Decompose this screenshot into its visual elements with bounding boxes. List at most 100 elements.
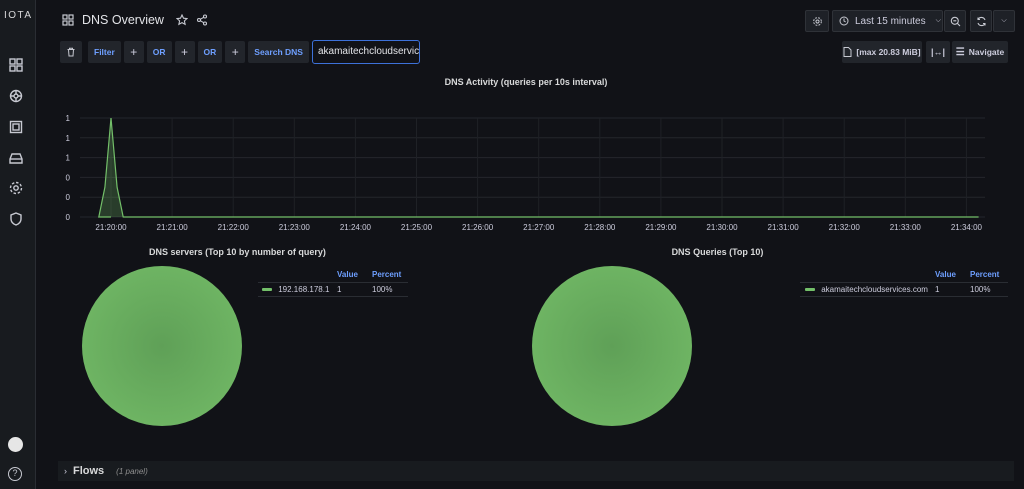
- x-tick-label: 21:28:00: [584, 223, 616, 232]
- pie-slice-akamaitechcloudservices[interactable]: [532, 266, 692, 426]
- y-tick-label: 1: [66, 114, 71, 123]
- dashboard-settings-button[interactable]: [805, 10, 829, 32]
- settings-gear-icon[interactable]: [8, 180, 24, 196]
- filter-bar: Filter + OR + OR + Search DNS akamaitech…: [60, 40, 420, 64]
- queries-col-value: Value: [935, 270, 956, 279]
- clock-icon: [839, 16, 849, 26]
- activity-panel-title: DNS Activity (queries per 10s interval): [444, 77, 608, 87]
- queries-pie-chart: [532, 266, 692, 426]
- dashboard-grid-icon: [62, 14, 74, 26]
- share-icon[interactable]: [196, 14, 208, 26]
- top-bar: DNS Overview Last 15 minutes ⌵ ⌵: [36, 0, 1024, 40]
- storage-icon[interactable]: [8, 150, 24, 166]
- panels-icon[interactable]: [8, 119, 24, 135]
- app-logo: IOTA: [4, 10, 33, 21]
- chevron-down-icon: ⌵: [935, 17, 941, 24]
- size-limit-label: [max 20.83 MiB]: [856, 47, 921, 57]
- search-dns-label: Search DNS: [248, 41, 309, 63]
- filter-label[interactable]: Filter: [88, 41, 121, 63]
- x-tick-label: 21:23:00: [279, 223, 311, 232]
- legend-swatch: [262, 288, 272, 292]
- breadcrumb: DNS Overview: [62, 13, 208, 27]
- x-tick-label: 21:31:00: [768, 223, 800, 232]
- add-or-filter-button-1[interactable]: +: [174, 41, 195, 63]
- time-range-label: Last 15 minutes: [855, 15, 926, 27]
- sidebar: IOTA ?: [0, 0, 36, 489]
- legend-swatch: [805, 288, 815, 292]
- refresh-interval-dropdown[interactable]: ⌵: [993, 10, 1015, 32]
- queries-header-divider: [800, 282, 1008, 283]
- refresh-icon: [976, 16, 986, 26]
- trash-icon: [67, 47, 75, 57]
- queries-legend-row[interactable]: akamaitechcloudservices.com: [805, 285, 928, 294]
- or-label-2[interactable]: OR: [197, 41, 223, 63]
- pie-slice-192-168-178-1[interactable]: [82, 266, 242, 426]
- servers-row-percent: 100%: [372, 285, 393, 294]
- y-tick-label: 1: [66, 154, 71, 163]
- legend-name: akamaitechcloudservices.com: [821, 285, 928, 294]
- servers-row-divider: [258, 296, 408, 297]
- x-tick-label: 21:22:00: [218, 223, 250, 232]
- shield-icon[interactable]: [8, 211, 24, 227]
- dns-activity-chart: 1 1 1 0 0 0 21:20:00 21:21:00 21:22:00 21:23:00 21…: [60, 100, 992, 240]
- page-title: DNS Overview: [82, 13, 164, 27]
- servers-col-value: Value: [337, 270, 358, 279]
- x-tick-label: 21:20:00: [95, 223, 127, 232]
- x-tick-label: 21:32:00: [829, 223, 861, 232]
- avatar[interactable]: [8, 437, 23, 452]
- servers-row-value: 1: [337, 285, 342, 294]
- add-filter-button[interactable]: +: [123, 41, 144, 63]
- x-tick-label: 21:30:00: [706, 223, 738, 232]
- y-tick-label: 0: [66, 213, 71, 222]
- help-icon[interactable]: ?: [8, 467, 22, 481]
- zoom-out-icon: [950, 16, 960, 26]
- servers-header-divider: [258, 282, 408, 283]
- file-icon: [843, 47, 852, 57]
- flows-row-label: Flows: [73, 465, 105, 477]
- flows-row[interactable]: › Flows (1 panel): [58, 461, 1014, 481]
- add-or-filter-button-2[interactable]: +: [225, 41, 246, 63]
- search-dns-input[interactable]: akamaitechcloudservic: [311, 40, 420, 64]
- menu-icon: ☰: [955, 46, 965, 58]
- navigate-label: Navigate: [968, 47, 1005, 57]
- x-tick-label: 21:33:00: [890, 223, 922, 232]
- gear-icon: [812, 16, 822, 26]
- x-tick-label: 21:21:00: [157, 223, 189, 232]
- queries-col-percent: Percent: [970, 270, 1000, 279]
- dashboards-icon[interactable]: [8, 57, 24, 73]
- navigate-button[interactable]: ☰ Navigate: [952, 41, 1008, 63]
- star-icon[interactable]: [175, 14, 188, 26]
- fit-width-button[interactable]: |↔|: [926, 41, 950, 63]
- x-tick-label: 21:27:00: [523, 223, 555, 232]
- zoom-out-button[interactable]: [944, 10, 966, 32]
- explore-icon[interactable]: [8, 88, 24, 104]
- activity-chart-svg: 1 1 1 0 0 0 21:20:00 21:21:00 21:22:00 21:23:00 21…: [66, 114, 985, 232]
- size-limit-button[interactable]: [max 20.83 MiB]: [842, 41, 922, 63]
- x-tick-label: 21:24:00: [340, 223, 372, 232]
- series-line[interactable]: [98, 117, 979, 218]
- queries-row-value: 1: [935, 285, 940, 294]
- servers-legend-row[interactable]: 192.168.178.1: [262, 285, 329, 294]
- queries-row-percent: 100%: [970, 285, 991, 294]
- x-tick-label: 21:29:00: [645, 223, 677, 232]
- time-range-picker[interactable]: Last 15 minutes ⌵: [832, 10, 943, 32]
- servers-col-percent: Percent: [372, 270, 402, 279]
- x-tick-label: 21:25:00: [401, 223, 433, 232]
- x-tick-label: 21:34:00: [951, 223, 983, 232]
- fit-width-icon: |↔|: [930, 47, 946, 57]
- legend-name: 192.168.178.1: [278, 285, 330, 294]
- y-tick-label: 0: [66, 173, 71, 182]
- x-tick-label: 21:26:00: [462, 223, 494, 232]
- chevron-right-icon: ›: [64, 466, 67, 476]
- queries-panel-title: DNS Queries (Top 10): [671, 247, 764, 257]
- or-label-1[interactable]: OR: [146, 41, 172, 63]
- servers-panel-title: DNS servers (Top 10 by number of query): [149, 247, 326, 257]
- flows-row-count: (1 panel): [116, 466, 148, 476]
- y-tick-label: 1: [66, 134, 71, 143]
- refresh-button[interactable]: [970, 10, 992, 32]
- servers-pie-chart: [82, 266, 242, 426]
- delete-filter-button[interactable]: [60, 41, 82, 63]
- queries-row-divider: [800, 296, 1008, 297]
- chevron-down-icon: ⌵: [1001, 17, 1007, 24]
- y-tick-label: 0: [66, 193, 71, 202]
